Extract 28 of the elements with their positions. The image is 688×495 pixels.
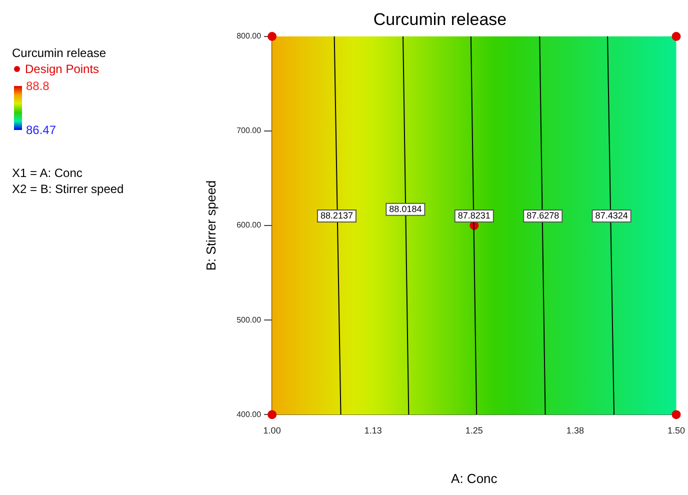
chart-title: Curcumin release — [373, 10, 507, 29]
color-bar-title: Curcumin release — [12, 46, 108, 60]
point — [672, 410, 681, 420]
annotation: 87.6278 — [526, 210, 560, 221]
color-bar-label: 88.8 — [26, 79, 50, 93]
point — [268, 410, 277, 420]
annotation: 88.0184 — [389, 204, 422, 214]
x-tick-label: 1.00 — [263, 425, 281, 436]
color-bar-label: 86.47 — [26, 123, 56, 137]
point — [268, 32, 277, 41]
annotation: 87.4324 — [595, 210, 628, 221]
y-tick-label: 600.00 — [236, 220, 262, 230]
y-tick-label: 500.00 — [236, 315, 262, 324]
y-tick-label: 400.00 — [236, 410, 262, 419]
legend-label: Design Points — [24, 62, 100, 76]
x-tick-label: 1.25 — [465, 425, 483, 436]
text: X1 = A: Conc — [12, 166, 84, 180]
y-tick-label: 800.00 — [236, 32, 262, 41]
x-axis-title: A: Conc — [451, 470, 498, 486]
annotation: 88.2137 — [320, 210, 354, 221]
y-tick-label: 700.00 — [236, 126, 262, 136]
annotation: 87.8231 — [458, 210, 490, 221]
x-tick-label: 1.38 — [566, 425, 584, 436]
x-tick-label: 1.50 — [667, 425, 686, 436]
point — [672, 32, 681, 41]
x-tick-label: 1.13 — [364, 425, 382, 436]
text: X2 = B: Stirrer speed — [12, 182, 125, 196]
y-axis-title: B: Stirrer speed — [203, 180, 218, 271]
